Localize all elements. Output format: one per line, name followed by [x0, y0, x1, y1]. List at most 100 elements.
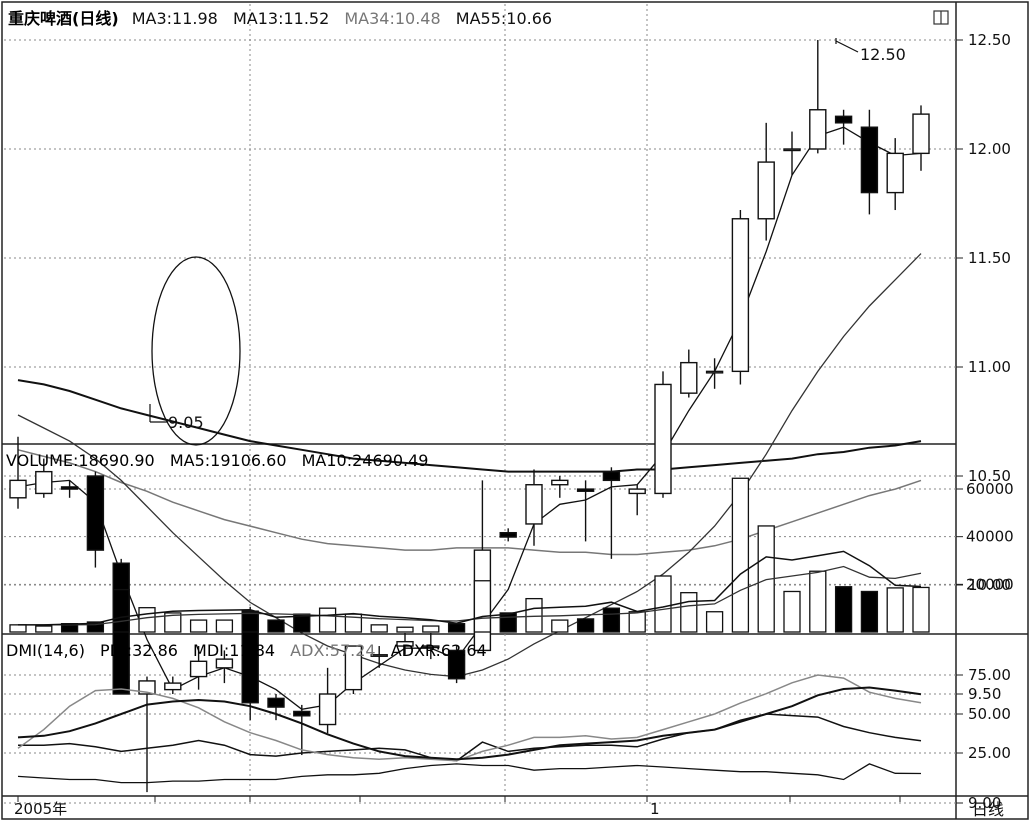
- dmi-tick-label: 25.00: [968, 744, 1011, 762]
- panel-toggle-icon[interactable]: [933, 10, 949, 25]
- volume-bar-down: [602, 607, 621, 633]
- x-axis-ticks: [17, 796, 901, 802]
- candle: [189, 646, 208, 690]
- high-annotation: 12.50: [835, 38, 906, 64]
- volume-tick-label: 60000: [966, 480, 1014, 498]
- candle: [86, 471, 105, 568]
- candle: [602, 467, 621, 559]
- candle: [35, 458, 53, 498]
- candle-body-down: [602, 470, 621, 482]
- ma55-line: [17, 379, 922, 473]
- volume-bar-up: [809, 570, 827, 633]
- candle: [293, 704, 311, 756]
- candle: [267, 694, 285, 721]
- candle-body-up: [757, 161, 775, 220]
- volume-bar-up: [35, 625, 53, 633]
- candle-body-up: [396, 640, 414, 647]
- y-axis-ticks: 12.50 12.00 11.50 11.00 10.50 10.00 9.50 9.00 60…: [956, 31, 1014, 812]
- candle-body-up: [525, 484, 543, 525]
- candle-body-up: [680, 361, 698, 394]
- price-tick-label: 10.50: [968, 467, 1011, 485]
- candle-body-up: [628, 488, 646, 495]
- volume-bar-up: [396, 626, 414, 633]
- candle: [525, 469, 543, 546]
- volume-bar-up: [912, 586, 930, 633]
- dmi-header: DMI(14,6) PDI:32.86 MDI:11.84 ADX:57.24 …: [6, 641, 487, 660]
- volume-ma5-line: [18, 550, 922, 626]
- volume-ma5-label: MA5:19106.60: [170, 451, 287, 470]
- price-tick-label: 9.50: [968, 685, 1001, 703]
- price-header: 重庆啤酒(日线) MA3:11.98 MA13:11.52 MA34:10.48…: [8, 9, 552, 28]
- candle: [138, 676, 156, 793]
- ma13-line: [17, 253, 922, 678]
- volume-bar-up: [525, 597, 543, 633]
- candle-body-up: [189, 660, 208, 678]
- volume-label: VOLUME:18690.90: [6, 451, 155, 470]
- candle: [422, 632, 440, 660]
- x-label-month: 1: [650, 800, 660, 818]
- candle-body-down: [86, 475, 105, 551]
- x-label-year: 2005年: [14, 800, 67, 818]
- low-annotation: 9.05: [149, 404, 204, 432]
- candle: [886, 138, 904, 211]
- volume-bar-up: [473, 580, 492, 633]
- volume-bar-up: [138, 607, 156, 633]
- candle-body-up: [215, 658, 234, 669]
- candle: [318, 667, 337, 734]
- volume-bar-up: [422, 625, 440, 633]
- volume-bar-up: [886, 587, 904, 633]
- price-tick-label: 12.50: [968, 31, 1011, 49]
- ma55-label: MA55:10.66: [456, 9, 552, 28]
- candle-body-up: [731, 218, 750, 373]
- mdi-label: MDI:11.84: [193, 641, 275, 660]
- price-tick-label: 11.00: [968, 358, 1011, 376]
- dmi-lines: [17, 674, 922, 784]
- ma13-label: MA13:11.52: [233, 9, 329, 28]
- candle-body-up: [9, 479, 27, 499]
- volume-bar-up: [731, 477, 750, 633]
- ma3-line: [17, 126, 922, 710]
- volume-bar-down: [576, 618, 595, 633]
- candle: [705, 358, 724, 389]
- volume-bar-down: [241, 611, 259, 633]
- candle-body-down: [447, 649, 466, 680]
- volume-tick-label: 20000: [966, 575, 1014, 593]
- adx-line: [17, 674, 922, 762]
- low-area-ellipse: [151, 256, 241, 446]
- candle: [164, 676, 182, 694]
- candle: [783, 131, 801, 176]
- volume-bar-up: [628, 611, 646, 633]
- candle-body-up: [344, 645, 363, 691]
- period-button[interactable]: 日线: [972, 800, 1004, 819]
- candle: [654, 371, 672, 498]
- candle-body-up: [783, 148, 801, 152]
- volume-bar-down: [447, 623, 466, 633]
- price-tick-label: 9.00: [968, 794, 1001, 812]
- candle-body-up: [35, 470, 53, 495]
- volume-ma10-label: MA10:24690.49: [302, 451, 429, 470]
- volume-bar-up: [164, 612, 182, 633]
- pdi-line: [18, 713, 922, 762]
- volume-tick-label: 40000: [966, 528, 1014, 546]
- volume-bar-down: [112, 588, 130, 633]
- volume-bar-down: [834, 586, 853, 633]
- price-tick-label: 11.50: [968, 249, 1011, 267]
- volume-bar-up: [654, 575, 672, 633]
- volume-header: VOLUME:18690.90 MA5:19106.60 MA10:24690.…: [6, 451, 428, 470]
- candle-body-down: [576, 488, 595, 492]
- volume-bar-down: [86, 621, 105, 633]
- adxr-line: [17, 686, 922, 761]
- volume-bar-up: [9, 624, 27, 633]
- volume-bar-up: [215, 619, 234, 633]
- adxr-label: ADXR:62.64: [391, 641, 487, 660]
- candle-body-up: [912, 113, 930, 155]
- period-button-label: 日线: [972, 800, 1004, 819]
- volume-bar-up: [680, 592, 698, 633]
- candle-body-up: [164, 682, 182, 691]
- candle-body-up: [370, 654, 388, 657]
- price-tick-label: 10.00: [968, 576, 1011, 594]
- dmi-tick-label: 50.00: [968, 705, 1011, 723]
- candle-body-down: [860, 126, 879, 194]
- candle: [628, 484, 646, 516]
- candle-body-up: [551, 479, 569, 486]
